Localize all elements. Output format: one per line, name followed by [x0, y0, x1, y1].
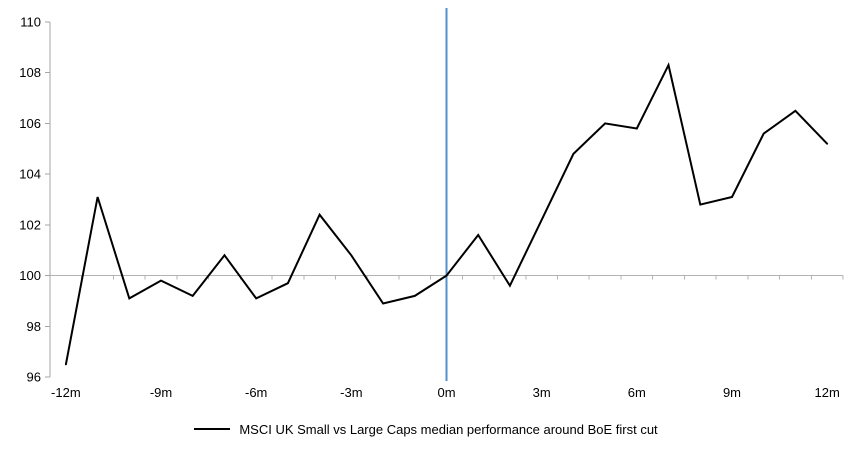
legend-label: MSCI UK Small vs Large Caps median perfo…	[239, 421, 658, 437]
y-axis-tick-label: 106	[19, 116, 41, 131]
y-axis-tick-label: 98	[27, 319, 41, 334]
series-line	[64, 62, 829, 366]
x-axis-tick-label: 6m	[628, 385, 646, 400]
y-axis-tick-label: 110	[20, 15, 41, 30]
x-axis-tick-label: -9m	[150, 385, 172, 400]
y-axis-tick-label: 96	[27, 370, 41, 385]
legend: MSCI UK Small vs Large Caps median perfo…	[0, 419, 852, 439]
x-axis-tick-label: -3m	[340, 385, 362, 400]
legend-line-swatch	[194, 428, 231, 430]
x-axis-tick-label: 12m	[814, 385, 839, 400]
x-axis-tick-label: 0m	[437, 385, 455, 400]
y-axis-tick-label: 100	[19, 268, 41, 283]
x-axis-tick-label: 9m	[723, 385, 741, 400]
y-axis-tick-label: 108	[19, 65, 41, 80]
x-axis-tick-label: 3m	[533, 385, 551, 400]
x-axis-tick-label: -12m	[51, 385, 81, 400]
y-axis-tick-label: 102	[19, 217, 41, 232]
x-axis-tick-label: -6m	[245, 385, 267, 400]
y-axis-tick-label: 104	[19, 167, 41, 182]
